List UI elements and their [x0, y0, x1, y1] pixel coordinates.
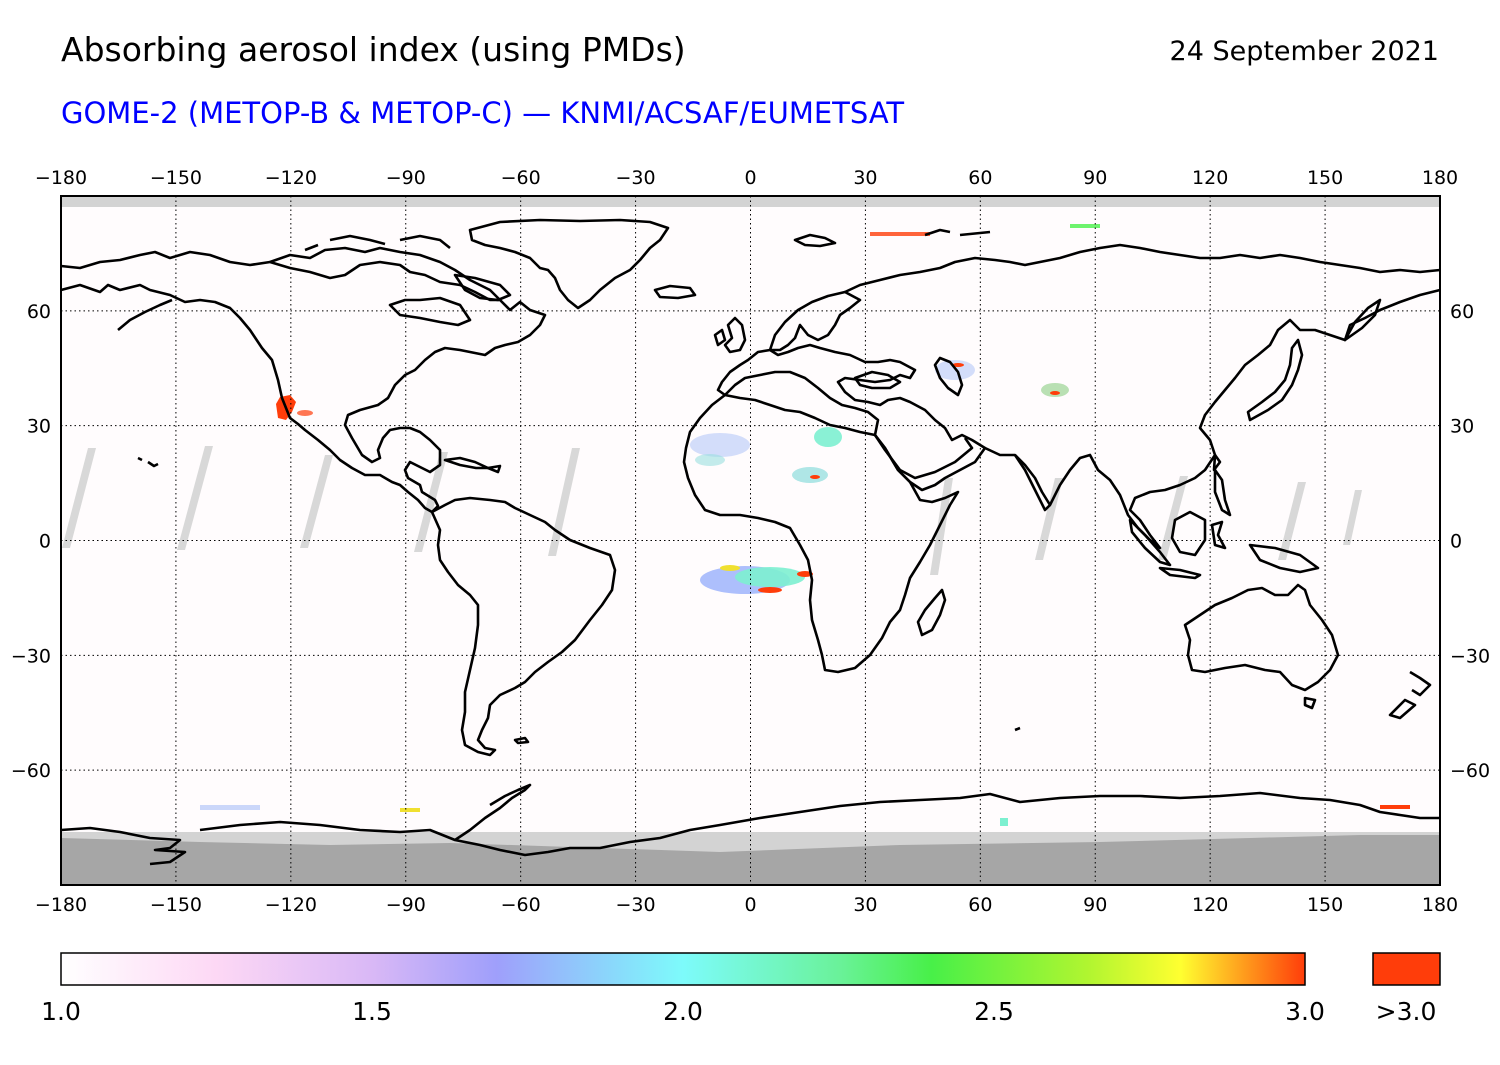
antarctic-peninsula — [454, 783, 532, 842]
alaska-peninsula — [117, 298, 173, 331]
lon-tick-label-top: 150 — [1307, 167, 1343, 189]
lon-tick-label-bottom: −60 — [501, 894, 541, 916]
colorbar-overflow-label: >3.0 — [1376, 997, 1437, 1026]
south-georgia — [1014, 726, 1021, 732]
hispaniola — [486, 464, 502, 474]
tasmania — [1303, 696, 1317, 710]
borneo — [1170, 510, 1207, 557]
lat-tick-label-left: −60 — [11, 760, 51, 782]
lat-tick-label-left: 30 — [27, 416, 51, 438]
sulawesi — [1210, 520, 1227, 550]
lon-tick-label-top: 30 — [853, 167, 877, 189]
sumatra — [1128, 518, 1172, 567]
lon-tick-label-top: 60 — [968, 167, 992, 189]
south-america-coast — [430, 496, 617, 757]
eurasia-coast — [716, 290, 987, 492]
kamchatka — [1343, 298, 1382, 342]
lon-tick-label-top: −180 — [35, 167, 87, 189]
colorbar-overflow-box — [1372, 952, 1441, 986]
lon-tick-label-bottom: 0 — [744, 894, 756, 916]
lat-tick-label-right: 0 — [1450, 531, 1462, 553]
lon-tick-label-bottom: −180 — [35, 894, 87, 916]
novaya-zemlya — [924, 228, 991, 237]
lon-tick-label-top: 180 — [1422, 167, 1458, 189]
arctic-archipelago — [269, 234, 501, 327]
southern-ocean-aerosol — [200, 224, 1410, 826]
baffin-island — [453, 273, 512, 302]
arabia-coast — [873, 434, 974, 480]
colorbar-gradient — [60, 952, 1306, 986]
asia-east-coast — [984, 288, 1441, 550]
north-america-coast — [60, 250, 547, 514]
new-zealand — [1388, 670, 1432, 720]
map-frame — [60, 195, 1441, 886]
lon-tick-label-bottom: −90 — [386, 894, 426, 916]
antarctica-coast — [60, 791, 1440, 866]
lon-tick-label-top: 90 — [1083, 167, 1107, 189]
map-subtitle: GOME-2 (METOP-B & METOP-C) — KNMI/ACSAF/… — [61, 96, 905, 130]
lat-tick-label-right: 30 — [1450, 416, 1474, 438]
colorbar-tick-label: 3.0 — [1285, 997, 1325, 1026]
asia-north-coast — [844, 243, 1441, 294]
lon-tick-label-top: −120 — [265, 167, 317, 189]
lon-tick-label-bottom: 180 — [1422, 894, 1458, 916]
colorbar-tick-label: 1.0 — [41, 997, 81, 1026]
map-title: Absorbing aerosol index (using PMDs) — [61, 30, 686, 69]
lat-tick-label-right: −60 — [1450, 760, 1490, 782]
black-sea — [853, 370, 902, 390]
taiwan — [1212, 453, 1222, 472]
java — [1158, 566, 1202, 580]
lon-tick-label-top: 120 — [1192, 167, 1228, 189]
colorbar-ticks: 1.0 1.5 2.0 2.5 3.0 — [41, 997, 1325, 1026]
lon-tick-label-bottom: 120 — [1192, 894, 1228, 916]
australia-coast — [1183, 583, 1340, 692]
madagascar — [916, 588, 947, 637]
lon-tick-label-top: −90 — [386, 167, 426, 189]
colorbar-tick-label: 2.5 — [974, 997, 1014, 1026]
japan — [1246, 338, 1304, 422]
india-coast — [1013, 454, 1051, 512]
lat-tick-label-left: 0 — [39, 531, 51, 553]
lon-tick-label-top: −150 — [150, 167, 202, 189]
colorbar-tick-label: 1.5 — [352, 997, 392, 1026]
ireland — [713, 328, 727, 347]
great-britain — [723, 316, 747, 354]
graticule — [61, 196, 1440, 885]
lat-tick-label-left: −30 — [11, 645, 51, 667]
lon-tick-label-bottom: −30 — [616, 894, 656, 916]
lat-tick-label-right: −30 — [1450, 645, 1490, 667]
new-guinea — [1248, 543, 1320, 574]
coastlines — [60, 218, 1441, 866]
lon-tick-label-bottom: 150 — [1307, 894, 1343, 916]
lon-tick-label-top: −30 — [616, 167, 656, 189]
caspian-sea — [933, 356, 964, 397]
lon-tick-label-bottom: 30 — [853, 894, 877, 916]
svalbard — [793, 233, 837, 248]
lon-tick-label-top: −60 — [501, 167, 541, 189]
lat-tick-label-right: 60 — [1450, 301, 1474, 323]
falklands — [513, 736, 530, 745]
lon-tick-label-bottom: 60 — [968, 894, 992, 916]
lon-tick-label-top: 0 — [744, 167, 756, 189]
philippines — [1213, 468, 1232, 517]
greenland-coast — [468, 218, 670, 310]
africa-coast — [682, 393, 960, 674]
map-date: 24 September 2021 — [1169, 36, 1439, 67]
axis-ticks: −180 −180 −150 −150 −120 −120 −90 −90 −60 −60 −30 −… — [11, 167, 1490, 916]
lon-tick-label-bottom: −150 — [150, 894, 202, 916]
lon-tick-label-bottom: −120 — [265, 894, 317, 916]
hawaii — [137, 456, 159, 468]
iceland — [653, 284, 697, 300]
orbit-gaps — [62, 446, 1362, 575]
lat-tick-label-left: 60 — [27, 301, 51, 323]
lon-tick-label-bottom: 90 — [1083, 894, 1107, 916]
colorbar-tick-label: 2.0 — [663, 997, 703, 1026]
